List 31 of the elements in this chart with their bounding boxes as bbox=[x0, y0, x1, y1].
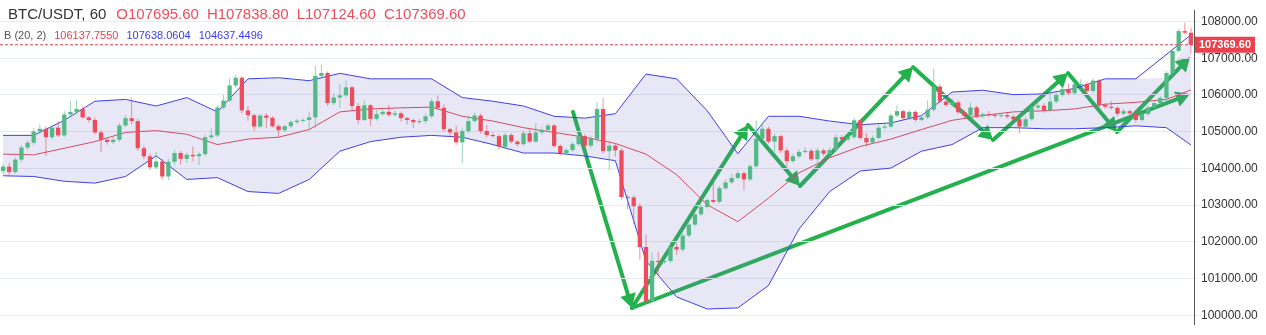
annotation: 107638.0604 bbox=[126, 29, 191, 41]
candlestick bbox=[300, 117, 306, 124]
candlestick bbox=[950, 98, 955, 108]
ref-line-label: 107369.60 bbox=[1199, 37, 1251, 50]
y-tick-label: 106000.00 bbox=[1201, 87, 1259, 102]
candlestick bbox=[986, 110, 992, 118]
y-tick-label: 102000.00 bbox=[1201, 234, 1259, 249]
candlestick bbox=[245, 105, 251, 122]
candlestick bbox=[894, 104, 900, 118]
y-tick-label: 107000.00 bbox=[1201, 50, 1259, 65]
candlestick bbox=[998, 112, 1004, 118]
chart-title: BTC/USDT, 60 bbox=[8, 5, 107, 22]
annotation: L107124.60 bbox=[296, 5, 376, 22]
annotation: H107838.80 bbox=[206, 5, 289, 22]
y-tick-label: 100000.00 bbox=[1201, 307, 1259, 322]
y-tick-label: 108000.00 bbox=[1201, 13, 1259, 28]
y-tick-label: 103000.00 bbox=[1201, 197, 1259, 212]
candlestick bbox=[154, 151, 159, 170]
candlestick bbox=[625, 194, 630, 211]
annotation: C107369.60 bbox=[383, 5, 466, 22]
annotation: 106137.7550 bbox=[54, 29, 119, 41]
annotation: B (20, 2) bbox=[4, 29, 47, 41]
y-tick-label: 104000.00 bbox=[1201, 160, 1259, 175]
candlestick bbox=[392, 110, 398, 117]
candlestick bbox=[343, 79, 349, 98]
annotation: O107695.60 bbox=[116, 5, 199, 22]
annotation: 104637.4496 bbox=[198, 29, 263, 41]
y-tick-label: 101000.00 bbox=[1201, 270, 1259, 285]
y-tick-label: 105000.00 bbox=[1201, 124, 1259, 139]
candlestick bbox=[992, 112, 998, 119]
candlestick bbox=[545, 122, 551, 133]
